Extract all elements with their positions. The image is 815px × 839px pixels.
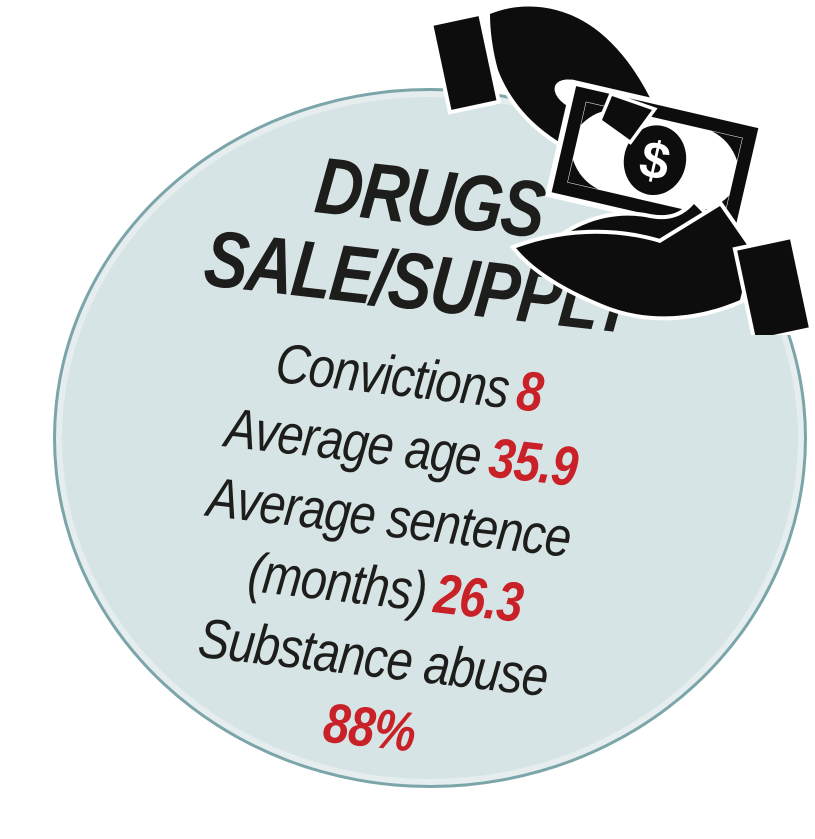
stats-list: Convictions8 Average age35.9 Average sen…	[0, 300, 791, 807]
stat-value: 35.9	[485, 425, 581, 499]
giver-fingertips-icon	[597, 91, 658, 145]
receiver-sleeve-cuff-icon	[732, 234, 814, 335]
stat-value	[575, 507, 582, 570]
bill-corner-ornament	[567, 159, 599, 190]
bill-corner-ornament	[711, 131, 743, 161]
money-exchange-icon: $	[426, 0, 815, 335]
stat-value	[552, 646, 559, 709]
giver-sleeve-cuff-icon	[428, 11, 502, 115]
receiver-hand-icon	[509, 200, 757, 321]
stat-value: 26.3	[431, 561, 526, 635]
stat-value: 8	[513, 357, 546, 424]
stat-value: 88%	[320, 690, 419, 764]
dollar-oval	[623, 125, 687, 196]
